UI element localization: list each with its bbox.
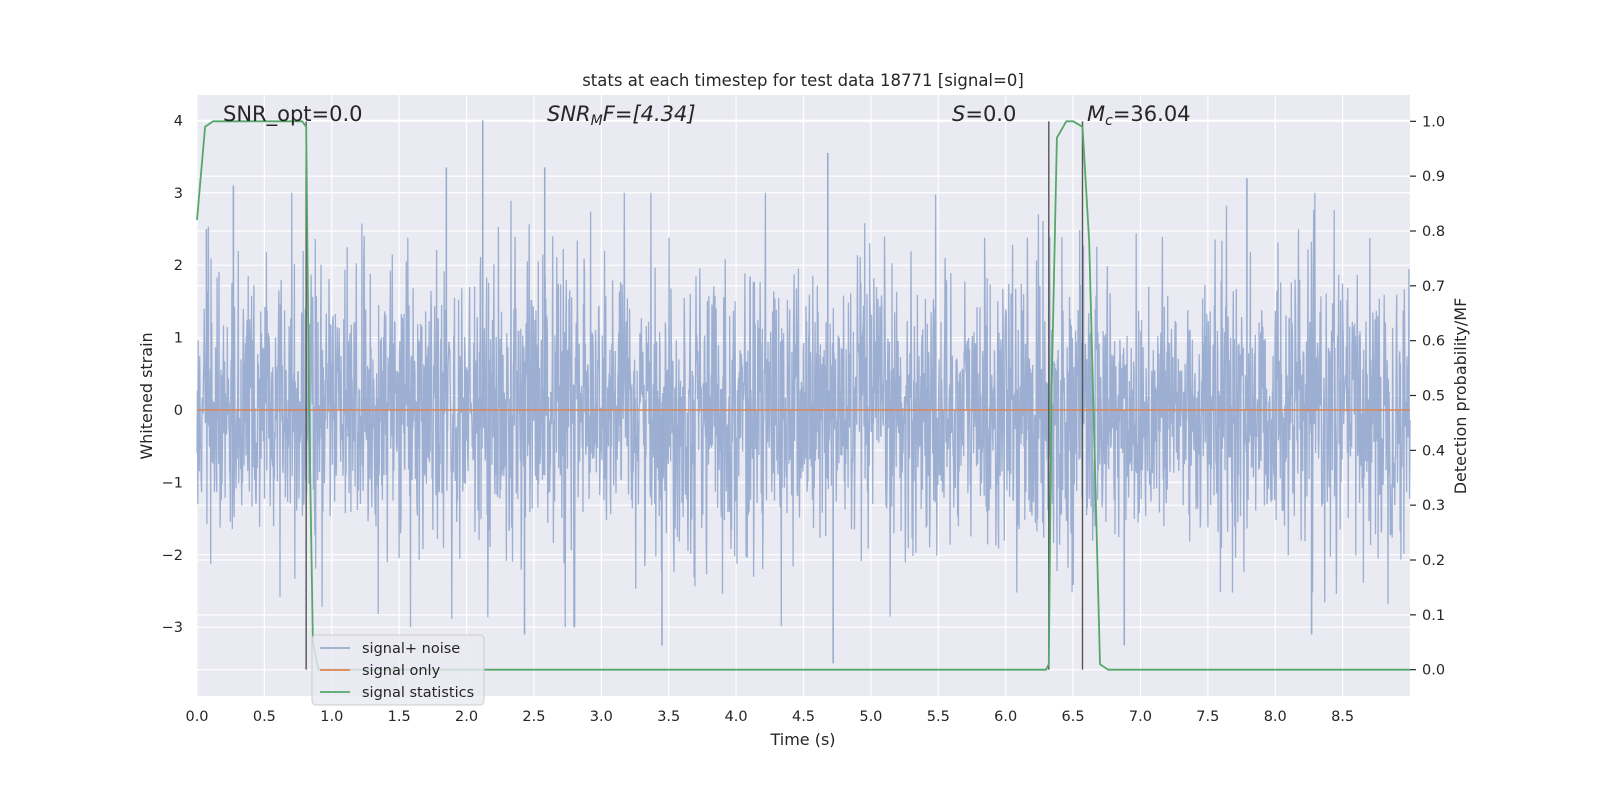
signal-statistics-line — [196, 120, 1410, 671]
x-tick-label: 3.5 — [657, 709, 680, 725]
annotation-s-rest: =0.0 — [965, 102, 1016, 126]
y-tick-label: −1 — [162, 475, 183, 491]
annotation-mc-main: M — [1087, 102, 1105, 126]
noise-series-layer — [196, 120, 1411, 664]
annotation-s: S=0.0 — [952, 102, 1016, 126]
y-right-tick-label: 0.9 — [1422, 169, 1445, 185]
x-tick-label: 7.0 — [1129, 709, 1152, 725]
y-axis-right-label: Detection probability/MF — [1451, 298, 1470, 495]
y-right-tick-label: 0.8 — [1422, 224, 1445, 240]
y-tick-label: 2 — [174, 258, 183, 274]
y-right-tick-label: 0.2 — [1422, 553, 1445, 569]
x-tick-label: 4.0 — [725, 709, 748, 725]
x-tick-label: 7.5 — [1196, 709, 1219, 725]
annotation-snr-mf-rest: F=[4.34] — [603, 102, 696, 126]
y-right-tick-label: 0.5 — [1422, 389, 1445, 405]
annotation-snr-mf-sub: M — [591, 113, 603, 129]
y-tick-label: 0 — [174, 403, 183, 419]
annotation-s-main: S — [952, 102, 965, 126]
annotation-snr-mf-main: SNR — [547, 102, 591, 126]
legend: signal+ noise signal only signal statist… — [311, 634, 485, 706]
annotation-mc-sub: c — [1105, 113, 1113, 129]
x-tick-label: 1.5 — [388, 709, 411, 725]
y-right-tick-label: 1.0 — [1422, 114, 1445, 130]
x-tick-label: 8.5 — [1331, 709, 1354, 725]
x-tick-label: 2.5 — [522, 709, 545, 725]
annotation-snr-opt: SNR_opt=0.0 — [223, 102, 363, 127]
x-tick-label: 6.0 — [994, 709, 1017, 725]
y-tick-label: −3 — [162, 620, 183, 636]
y-right-tick-label: 0.3 — [1422, 498, 1445, 514]
annotation-mc: Mc=36.04 — [1087, 102, 1191, 129]
signal-noise-line — [196, 192, 1411, 628]
x-tick-label: 2.0 — [455, 709, 478, 725]
y-right-tick-label: 0.4 — [1422, 443, 1445, 459]
y-right-tick-label: 0.6 — [1422, 334, 1445, 350]
x-tick-label: 5.5 — [927, 709, 950, 725]
x-tick-label: 1.0 — [320, 709, 343, 725]
y-tick-label: 4 — [174, 113, 183, 129]
x-tick-label: 5.0 — [859, 709, 882, 725]
legend-label-signal-noise: signal+ noise — [362, 641, 460, 657]
x-tick-label: 3.0 — [590, 709, 613, 725]
x-tick-label: 6.5 — [1062, 709, 1085, 725]
x-tick-label: 4.5 — [792, 709, 815, 725]
y-tick-label: 3 — [174, 186, 183, 202]
y-tick-label: −2 — [162, 548, 183, 564]
annotation-snr-mf: SNRMF=[4.34] — [547, 102, 696, 129]
legend-label-signal-only: signal only — [362, 663, 441, 679]
y-axis-label: Whitened strain — [137, 332, 156, 459]
y-right-tick-label: 0.0 — [1422, 663, 1445, 679]
legend-box — [311, 634, 485, 706]
x-tick-label: 0.5 — [253, 709, 276, 725]
y-tick-label: 1 — [174, 331, 183, 347]
chart-title: stats at each timestep for test data 187… — [582, 71, 1024, 90]
annotation-mc-rest: =36.04 — [1113, 102, 1191, 126]
x-axis-label: Time (s) — [769, 730, 835, 749]
axis-layer: 0.0 0.5 1.0 1.5 2.0 2.5 3.0 3.5 4.0 4.5 5.0 5.5 6.0 6… — [162, 113, 1445, 725]
legend-label-signal-statistics: signal statistics — [362, 685, 474, 701]
x-tick-label: 8.0 — [1264, 709, 1287, 725]
y-right-tick-label: 0.7 — [1422, 279, 1445, 295]
x-tick-label: 0.0 — [185, 709, 208, 725]
y-right-tick-label: 0.1 — [1422, 608, 1445, 624]
lines-layer — [196, 120, 1410, 671]
